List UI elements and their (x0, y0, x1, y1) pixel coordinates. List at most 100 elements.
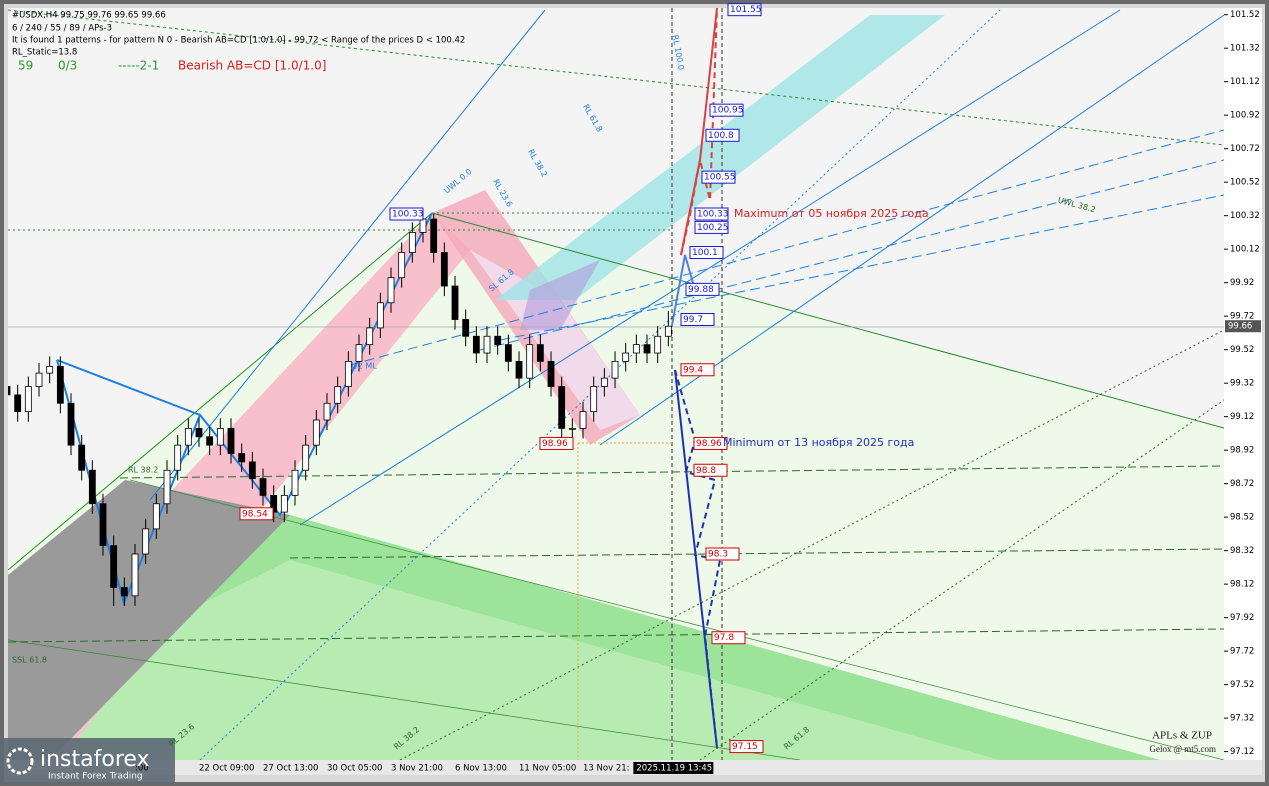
candle-body (440, 252, 448, 287)
last-price: 99.66 (1228, 322, 1252, 332)
candle-body (142, 528, 150, 555)
level-label: 100.55 (704, 173, 736, 183)
level-box (711, 631, 746, 645)
chart-title: #USDX,H4 99.75 99.76 99.65 99.66 (12, 11, 166, 21)
line-label: 1/2 ML (350, 362, 377, 371)
logo-icon (6, 747, 34, 775)
x-tick-label: 22 Oct 09:00 (199, 764, 254, 774)
level-box (693, 436, 728, 450)
candle-body (131, 553, 139, 597)
y-tick-label: 98.52 (1230, 513, 1254, 523)
drawings (8, 8, 1224, 760)
line-label: RL 38.2 (128, 466, 158, 475)
y-tick-label: 97.32 (1230, 714, 1254, 724)
status: 59 (18, 59, 33, 73)
candle-body (504, 344, 512, 362)
level-box (701, 170, 736, 184)
candle-body (110, 545, 118, 588)
candle-body (494, 335, 502, 346)
candle-body (259, 478, 267, 496)
candle-body (600, 377, 608, 387)
candle-body (536, 344, 544, 362)
level-label: 99.7 (683, 315, 703, 325)
candle-body (195, 427, 203, 438)
annotation: APLs & ZUP (1152, 730, 1212, 742)
x-tick-label: 27 Oct 13:00 (263, 764, 318, 774)
level-label: 98.96 (542, 439, 568, 449)
line (479, 159, 1224, 351)
candle-body (24, 386, 32, 413)
candle-body (78, 444, 86, 471)
y-tick-label: 98.72 (1230, 479, 1254, 489)
level-box (694, 220, 729, 234)
candle-body (88, 469, 96, 505)
green-band (8, 560, 1000, 760)
level-label: 98.3 (708, 549, 728, 559)
candle-body (67, 402, 75, 446)
level-box (727, 3, 762, 17)
candle-body (206, 436, 214, 446)
candle-body (280, 494, 288, 513)
level-box (389, 207, 424, 221)
candle-body (56, 366, 64, 404)
candle-body (152, 503, 160, 530)
annotation: Maximum от 05 ноября 2025 года (734, 207, 929, 220)
candle-body (643, 344, 651, 354)
projection (671, 254, 696, 326)
candle-body (355, 344, 363, 362)
candle-body (163, 469, 171, 505)
level-box (705, 128, 740, 142)
y-tick-label: 100.72 (1230, 144, 1260, 154)
y-tick-label: 101.32 (1230, 44, 1260, 54)
last-price-box (1225, 320, 1261, 333)
x-tick-label: 13 Nov 21: (583, 764, 630, 774)
x-tick-label: 2025.11.19 13:45 (636, 764, 712, 774)
line (8, 639, 801, 760)
level-label: 99.4 (683, 365, 703, 375)
level-label: 100.25 (697, 223, 729, 233)
candle-body (99, 503, 107, 547)
overlay: 101.55 100.95 100.8 100.55 100.33 100.25 100.1… (239, 3, 764, 754)
candle-body (366, 327, 374, 346)
candle-body (462, 319, 470, 337)
candle-body (238, 453, 246, 463)
candle-body (664, 325, 672, 337)
candle-body (8, 386, 11, 396)
y-tick-label: 97.52 (1230, 680, 1254, 690)
line (431, 212, 1224, 429)
level-box (685, 282, 720, 296)
level-box (239, 507, 274, 521)
candle-body (654, 335, 662, 354)
x-tick-label: 30 Oct 05:00 (327, 764, 382, 774)
line (8, 628, 1224, 643)
candle-body (323, 402, 331, 421)
candle-body (547, 360, 555, 387)
candle-body (184, 427, 192, 446)
line (149, 9, 546, 501)
candle-body (248, 461, 256, 480)
x-tick-label: :00 (135, 764, 149, 774)
y-tick-label: 97.12 (1230, 747, 1254, 757)
candle-body (515, 360, 523, 379)
candle-body (46, 366, 54, 374)
candle-body (632, 344, 640, 354)
candle-body (451, 285, 459, 320)
candle-body (270, 494, 278, 513)
candle-body (483, 335, 491, 354)
candle-body (387, 277, 395, 304)
level-box (539, 436, 574, 450)
info-line: 6 / 240 / 55 / 89 / APs-3 (12, 24, 112, 34)
candle-body (14, 394, 22, 413)
y-tick-label: 99.72 (1230, 312, 1254, 322)
candle-body (216, 427, 224, 446)
candle-body (579, 411, 587, 429)
y-tick-label: 99.92 (1230, 278, 1254, 288)
candle-body (312, 419, 320, 446)
candle-body (291, 469, 299, 496)
logo-tagline: Instant Forex Trading (48, 772, 143, 782)
cyan-channel (495, 15, 945, 300)
annotation: Gelox @ mt5.com (1149, 744, 1216, 754)
x-label-box (633, 762, 714, 774)
